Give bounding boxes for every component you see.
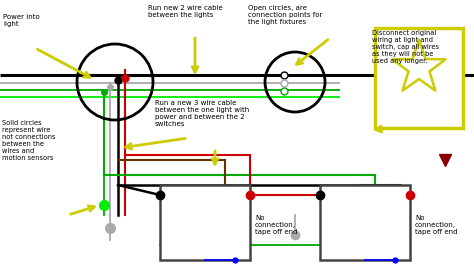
Bar	[160, 185, 250, 260]
Bar	[375, 28, 463, 128]
Text: Power into
light: Power into light	[3, 14, 40, 27]
Text: No
connection,
tape off end: No connection, tape off end	[255, 215, 298, 235]
Bar	[320, 185, 410, 260]
Text: Run new 2 wire cable
between the lights: Run new 2 wire cable between the lights	[148, 5, 223, 18]
Text: Open circles, are
connection points for
the light fixtures: Open circles, are connection points for …	[248, 5, 322, 25]
Text: Disconnect original
wiring at light and
switch, cap all wires
as they will not b: Disconnect original wiring at light and …	[372, 30, 439, 64]
Text: No
connection,
tape off end: No connection, tape off end	[415, 215, 457, 235]
Text: Run a new 3 wire cable
between the one light with
power and between the 2
switch: Run a new 3 wire cable between the one l…	[155, 100, 249, 127]
Text: Solid circles
represent wire
not connections
between the
wires and
motion sensor: Solid circles represent wire not connect…	[2, 120, 55, 161]
